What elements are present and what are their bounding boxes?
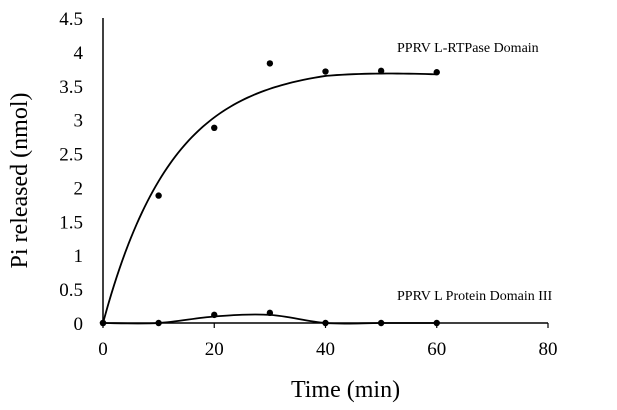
data-point-series-2: [322, 319, 329, 327]
x-tick-label: 60: [427, 339, 446, 360]
series-label-1: PPRV L-RTPase Domain: [397, 41, 539, 56]
y-tick-label: 1.5: [59, 212, 83, 233]
data-point-series-2: [211, 311, 218, 319]
data-point-series-1: [155, 192, 162, 199]
tick-labels: 0 20 40 60 80 0 0.5 1 1.5 2 2.5 3 3.5 4 4.5: [59, 9, 557, 360]
y-tick-label: 2.5: [59, 145, 83, 166]
data-point-series-1: [211, 124, 218, 131]
data-point-series-1: [322, 68, 329, 75]
data-point-series-2: [99, 319, 107, 327]
x-tick-label: 20: [205, 339, 224, 360]
y-tick-label: 3: [74, 111, 84, 132]
x-tick-label: 0: [98, 339, 108, 360]
data-point-series-2: [266, 309, 274, 317]
data-point-series-1: [266, 60, 274, 67]
data-point-series-2: [155, 319, 162, 327]
series-label-2: PPRV L Protein Domain III: [397, 289, 553, 304]
axes: [102, 18, 548, 324]
x-tick-label: 40: [316, 339, 335, 360]
data-point-series-2: [377, 319, 385, 327]
y-axis-title: Pi released (nmol): [7, 93, 33, 269]
data-point-series-1: [377, 67, 385, 75]
y-tick-label: 4: [74, 43, 84, 64]
y-tick-label: 2: [74, 178, 84, 199]
y-tick-label: 0.5: [59, 280, 83, 301]
y-tick-label: 3.5: [59, 77, 83, 98]
trend-curve-1: [102, 72, 437, 324]
data-point-series-2: [433, 319, 440, 327]
series-labels: PPRV L-RTPase Domain PPRV L Protein Domai…: [397, 41, 553, 304]
y-tick-label: 0: [74, 314, 84, 335]
data-point-series-1: [433, 69, 440, 76]
x-tick-label: 80: [539, 339, 558, 360]
y-tick-label: 1: [74, 246, 84, 267]
y-tick-label: 4.5: [59, 9, 83, 30]
trend-curves: [102, 72, 437, 325]
data-points: [99, 60, 440, 327]
x-axis-title: Time (min): [291, 377, 400, 403]
